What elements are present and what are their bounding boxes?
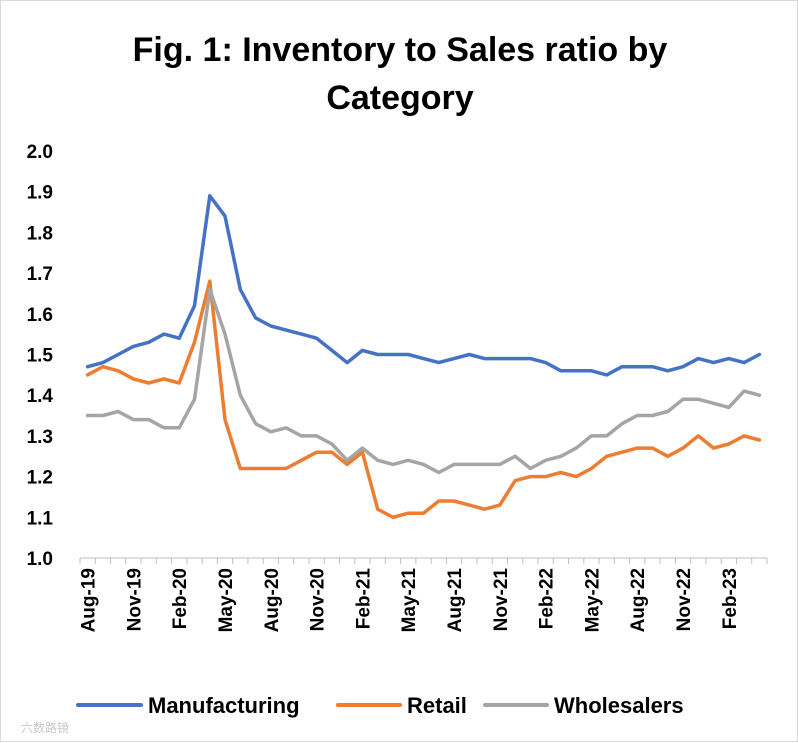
y-tick-label: 1.1 [27, 508, 54, 529]
legend: Manufacturing Retail Wholesalers [76, 693, 684, 718]
y-tick-label: 1.6 [27, 305, 53, 326]
x-tick-label: May-20 [216, 568, 237, 632]
x-tick-label: Aug-21 [445, 568, 466, 633]
x-tick-label: Nov-21 [491, 568, 512, 632]
y-tick-label: 1.4 [27, 386, 54, 407]
watermark-text: 六数路镜 [21, 720, 69, 735]
series-layer [85, 194, 762, 520]
legend-label-wholesalers: Wholesalers [554, 693, 684, 718]
legend-label-retail: Retail [407, 693, 467, 718]
x-tick-label: Feb-20 [170, 568, 191, 629]
x-tick-label: Nov-20 [308, 568, 329, 631]
x-tick-label: Aug-20 [262, 568, 283, 632]
y-tick-label: 1.5 [27, 346, 54, 367]
series-line-retail [85, 279, 762, 520]
x-tick-label: Nov-19 [124, 568, 145, 631]
y-tick-label: 1.8 [27, 223, 53, 244]
y-tick-label: 2.0 [27, 142, 53, 163]
chart-title-line-1: Fig. 1: Inventory to Sales ratio by [133, 31, 668, 69]
x-tick-label: May-21 [399, 568, 420, 633]
y-tick-label: 1.9 [27, 183, 53, 204]
x-tick-label: Nov-22 [674, 568, 695, 631]
legend-label-manufacturing: Manufacturing [148, 693, 300, 718]
series-line-manufacturing [85, 194, 762, 377]
y-tick-label: 1.3 [27, 427, 53, 448]
chart-title-line-2: Category [326, 79, 473, 117]
y-tick-label: 1.2 [27, 468, 53, 489]
x-tick-label: May-22 [582, 568, 603, 632]
x-tick-label: Aug-22 [628, 568, 649, 632]
x-tick-label: Feb-23 [720, 568, 741, 629]
series-line-wholesalers [85, 287, 762, 475]
x-tick-label: Feb-21 [353, 568, 374, 630]
x-axis: Aug-19 Nov-19 Feb-20 May-20 Aug-20 Nov-20 Feb-… [79, 557, 768, 633]
y-tick-label: 1.7 [27, 264, 53, 285]
x-tick-label: Aug-19 [79, 568, 100, 632]
x-tick-label: Feb-22 [537, 568, 558, 629]
y-tick-label: 1.0 [27, 549, 53, 570]
y-axis: 1.0 1.1 1.2 1.3 1.4 1.5 1.6 1.7 1.8 1.9 2.0 [27, 142, 54, 570]
